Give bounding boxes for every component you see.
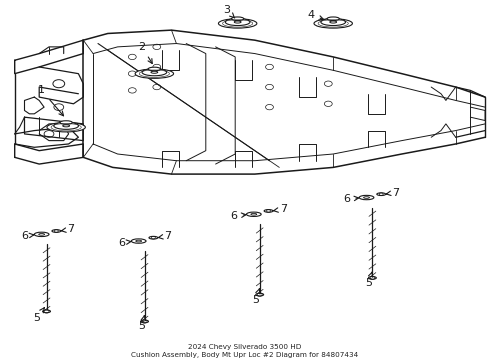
Ellipse shape	[364, 197, 369, 198]
Text: 5: 5	[33, 308, 44, 323]
Text: 6: 6	[118, 238, 131, 248]
Ellipse shape	[264, 210, 273, 212]
Ellipse shape	[148, 67, 161, 71]
Text: 1: 1	[38, 85, 64, 116]
Text: 5: 5	[139, 316, 146, 332]
Ellipse shape	[135, 69, 173, 78]
Ellipse shape	[141, 320, 148, 323]
Ellipse shape	[256, 293, 264, 296]
Ellipse shape	[43, 310, 50, 313]
Ellipse shape	[131, 239, 146, 243]
Text: 7: 7	[386, 188, 399, 198]
Ellipse shape	[149, 237, 158, 239]
Text: 4: 4	[308, 10, 323, 20]
Ellipse shape	[314, 19, 352, 28]
Ellipse shape	[359, 195, 374, 200]
Text: 5: 5	[252, 289, 260, 305]
Ellipse shape	[234, 21, 241, 23]
Ellipse shape	[47, 122, 85, 132]
Ellipse shape	[136, 240, 142, 242]
Text: 2024 Chevy Silverado 3500 HD
Cushion Assembly, Body Mt Upr Loc #2 Diagram for 84: 2024 Chevy Silverado 3500 HD Cushion Ass…	[131, 344, 359, 358]
Ellipse shape	[142, 69, 167, 76]
Ellipse shape	[225, 18, 250, 26]
Ellipse shape	[63, 125, 70, 127]
Ellipse shape	[52, 230, 61, 232]
Ellipse shape	[54, 122, 78, 129]
Ellipse shape	[251, 213, 257, 215]
Text: 7: 7	[158, 231, 172, 241]
Ellipse shape	[330, 21, 337, 23]
Ellipse shape	[377, 193, 386, 195]
Ellipse shape	[231, 17, 244, 21]
Text: 3: 3	[223, 5, 235, 18]
Ellipse shape	[368, 276, 376, 279]
Text: 6: 6	[343, 194, 359, 204]
Ellipse shape	[246, 212, 261, 216]
Ellipse shape	[34, 232, 49, 237]
Ellipse shape	[60, 121, 73, 124]
Ellipse shape	[151, 71, 158, 73]
Ellipse shape	[39, 234, 45, 235]
Text: 7: 7	[61, 224, 74, 234]
Ellipse shape	[219, 19, 257, 28]
Text: 6: 6	[231, 211, 246, 221]
Text: 6: 6	[21, 231, 34, 241]
Text: 7: 7	[273, 204, 287, 214]
Ellipse shape	[321, 18, 345, 26]
Ellipse shape	[327, 17, 340, 21]
Text: 5: 5	[365, 272, 373, 288]
Text: 2: 2	[139, 42, 152, 63]
